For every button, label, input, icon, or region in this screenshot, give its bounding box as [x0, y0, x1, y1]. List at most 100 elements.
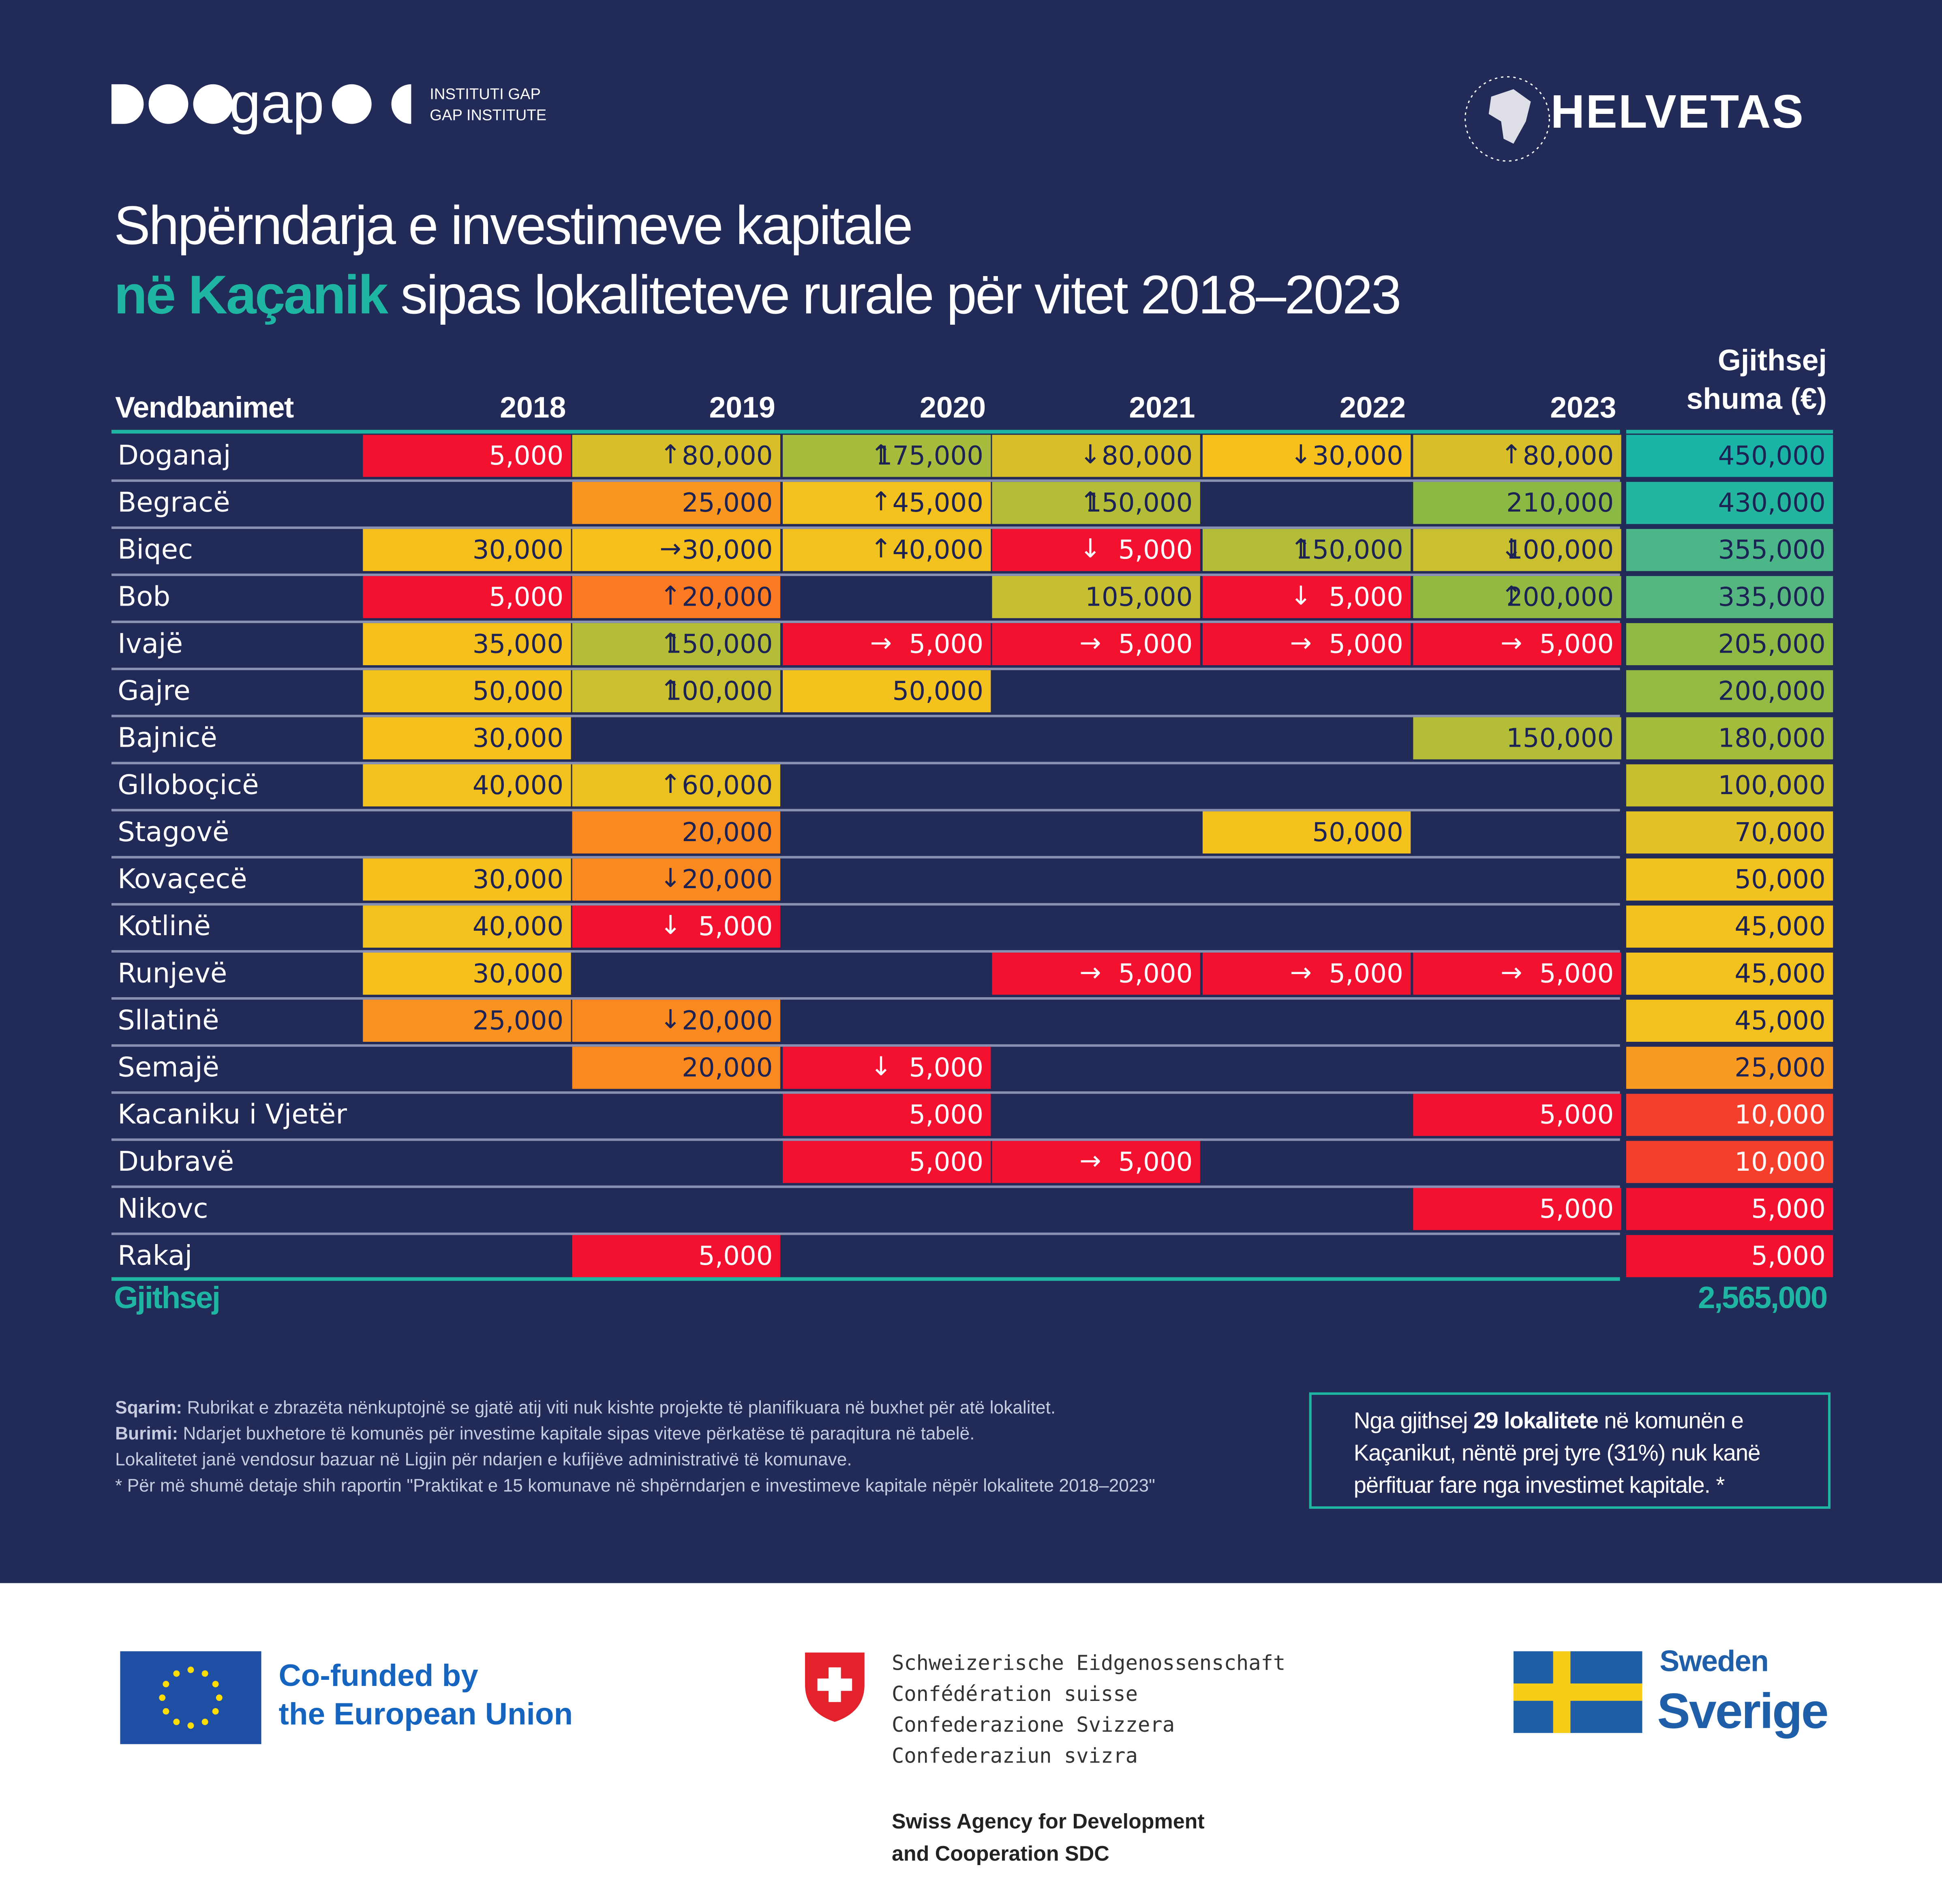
- cell: ↓ 100,000: [1413, 529, 1621, 571]
- eu-line: the European Union: [278, 1697, 573, 1732]
- gap-logo-text: gap: [229, 71, 324, 135]
- cell: 25,000: [572, 482, 780, 524]
- cell-value: 20,000: [682, 582, 773, 612]
- cell-value: 25,000: [682, 488, 773, 518]
- column-header: 2019: [709, 391, 775, 425]
- note-text: Rubrikat e zbrazëta nënkuptojnë se gjatë…: [187, 1399, 1056, 1419]
- cell-value: 200,000: [1506, 582, 1614, 612]
- row-separator: [111, 809, 1620, 811]
- grand-total-label: Gjithsej: [114, 1281, 221, 1316]
- cell-value: 180,000: [1718, 723, 1826, 753]
- cell: ↓ 5,000: [1202, 576, 1411, 618]
- cell: 5,000: [783, 1094, 991, 1136]
- cell-value: 335,000: [1718, 582, 1826, 612]
- cell-value: 45,000: [1734, 1006, 1826, 1036]
- gap-line: GAP INSTITUTE: [430, 106, 547, 124]
- cell-value: 10,000: [1734, 1100, 1826, 1130]
- cell: 150,000: [1413, 717, 1621, 760]
- cell: → 5,000: [992, 1141, 1200, 1183]
- helvetas-logo: HELVETAS: [1550, 86, 1805, 139]
- cell: 30,000: [363, 858, 571, 901]
- cell-value: 150,000: [1506, 723, 1614, 753]
- trend-arrow: ↑: [870, 439, 892, 470]
- cell: 30,000: [363, 717, 571, 760]
- trend-arrow: ↑: [1500, 439, 1522, 470]
- cell-value: 5,000: [1118, 1147, 1193, 1177]
- trend-arrow: ↑: [659, 439, 682, 470]
- swiss-line: Confederaziun svizra: [891, 1744, 1138, 1768]
- cell: ↑ 45,000: [783, 482, 991, 524]
- trend-arrow: ↓: [659, 863, 682, 893]
- cell-value: 5,000: [489, 582, 564, 612]
- cell: 30,000: [363, 529, 571, 571]
- title-rest: sipas lokaliteteve rurale për vitet 2018…: [400, 265, 1401, 326]
- eu-text: Co-funded by the European Union: [278, 1658, 573, 1734]
- cell-value: 205,000: [1718, 629, 1826, 659]
- cell: 25,000: [363, 1000, 571, 1042]
- cell-value: 5,000: [909, 1100, 984, 1130]
- row-name: Biqec: [118, 535, 193, 566]
- row-name: Kotlinë: [118, 912, 211, 943]
- name-header: Vendbanimet: [115, 391, 294, 425]
- cell: 200,000: [1626, 670, 1833, 713]
- cell: 5,000: [363, 435, 571, 477]
- cell-value: 30,000: [472, 535, 564, 565]
- trend-arrow: ↓: [1290, 581, 1312, 611]
- cell: → 5,000: [992, 952, 1200, 995]
- cell-value: 20,000: [682, 1006, 773, 1036]
- row-name: Sllatinë: [118, 1006, 219, 1037]
- cell: 50,000: [363, 670, 571, 713]
- cell-value: 5,000: [1751, 1241, 1826, 1271]
- cell: 50,000: [1626, 858, 1833, 901]
- cell-value: 100,000: [1506, 535, 1614, 565]
- cell: 105,000: [992, 576, 1200, 618]
- trend-arrow: →: [1079, 628, 1101, 658]
- trend-arrow: →: [1290, 628, 1312, 658]
- row-name: Begracë: [118, 488, 230, 519]
- eu-line: Co-funded by: [278, 1658, 478, 1694]
- cell: 20,000: [572, 1047, 780, 1089]
- cell-value: 20,000: [682, 817, 773, 848]
- cell: 5,000: [1413, 1188, 1621, 1230]
- row-name: Rakaj: [118, 1241, 193, 1272]
- cell-value: 40,000: [472, 912, 564, 942]
- cell-value: 10,000: [1734, 1147, 1826, 1177]
- row-separator: [111, 1138, 1620, 1140]
- row-name: Dubravë: [118, 1147, 234, 1178]
- trend-arrow: →: [1290, 957, 1312, 987]
- cell: ↓ 20,000: [572, 858, 780, 901]
- trend-arrow: ↑: [1500, 581, 1522, 611]
- cell: 25,000: [1626, 1047, 1833, 1089]
- trend-arrow: ↑: [1079, 486, 1101, 517]
- total-header-line: Gjithsej: [1717, 344, 1827, 378]
- cell-value: 100,000: [665, 676, 773, 706]
- cell-value: 50,000: [1312, 817, 1403, 848]
- trend-arrow: ↑: [659, 628, 682, 658]
- cell: 70,000: [1626, 811, 1833, 854]
- column-header: 2020: [920, 391, 986, 425]
- swiss-shield: [805, 1652, 865, 1722]
- swiss-names: Schweizerische Eidgenossenschaft Confédér…: [892, 1647, 1285, 1771]
- row-separator: [111, 479, 1620, 482]
- cell-value: 25,000: [1734, 1053, 1826, 1083]
- cell: 210,000: [1413, 482, 1621, 524]
- cell-value: 175,000: [876, 441, 984, 471]
- trend-arrow: ↑: [659, 675, 682, 705]
- cell: ↑ 150,000: [1202, 529, 1411, 571]
- row-name: Doganaj: [118, 441, 231, 472]
- row-name: Bajnicë: [118, 723, 217, 755]
- trend-arrow: →: [1079, 1146, 1101, 1176]
- note-text: Ndarjet buxhetore të komunës për investi…: [183, 1424, 975, 1445]
- title-highlight: në Kaçanik: [114, 265, 388, 326]
- gap-subtitle: INSTITUTI GAP GAP INSTITUTE: [430, 84, 546, 126]
- cell: ↑ 175,000: [783, 435, 991, 477]
- cell: 5,000: [783, 1141, 991, 1183]
- trend-arrow: ↓: [659, 910, 682, 940]
- cell: → 5,000: [783, 623, 991, 666]
- total-header: Gjithsej shuma (€): [1626, 342, 1827, 418]
- cell: ↓ 5,000: [572, 905, 780, 948]
- cell-value: 30,000: [472, 865, 564, 895]
- row-name: Stagovë: [118, 817, 229, 849]
- column-header: 2018: [500, 391, 566, 425]
- cell-value: 200,000: [1718, 676, 1826, 706]
